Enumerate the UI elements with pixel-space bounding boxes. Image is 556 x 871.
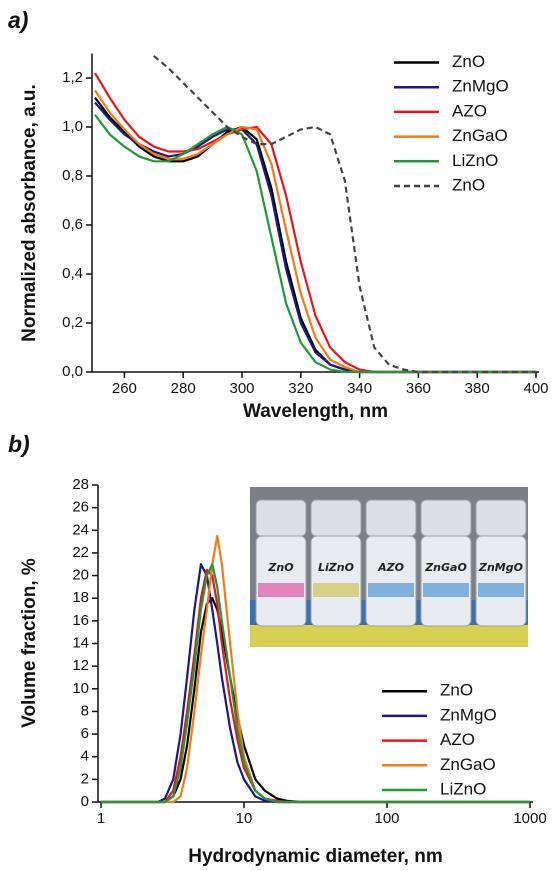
y-axis-title: Volume fraction, %: [19, 558, 40, 728]
inset-label: ZnMgO: [478, 561, 523, 574]
series-line: [153, 55, 536, 374]
y-tick-label: 0,6: [62, 216, 83, 233]
x-tick-label: 400: [523, 380, 548, 397]
panel-label: a): [8, 7, 28, 33]
x-tick-label: 260: [112, 380, 137, 397]
y-tick-label: 0,4: [62, 265, 83, 282]
x-tick-label: 300: [229, 380, 254, 397]
x-tick-label: 1: [97, 810, 105, 827]
series-line: [101, 563, 530, 804]
legend-label: ZnGaO: [440, 755, 496, 774]
y-tick-label: 1,0: [62, 118, 83, 135]
x-tick-label: 280: [171, 380, 196, 397]
legend-label: ZnO: [452, 52, 485, 71]
y-tick-label: 0,8: [62, 167, 83, 184]
x-axis-title: Hydrodynamic diameter, nm: [188, 846, 442, 867]
legend-label: LiZnO: [452, 151, 498, 170]
x-tick-label: 1000: [513, 810, 546, 827]
y-tick-label: 28: [72, 476, 89, 493]
y-tick-label: 26: [72, 499, 89, 516]
x-tick-label: 380: [465, 380, 490, 397]
panel-label: b): [8, 431, 30, 457]
y-tick-label: 24: [72, 521, 89, 538]
y-tick-label: 10: [72, 680, 89, 697]
legend-label: ZnO: [452, 175, 485, 194]
y-tick-label: 22: [72, 544, 89, 561]
legend-label: LiZnO: [440, 779, 486, 798]
y-tick-label: 0: [81, 793, 89, 810]
legend-label: ZnMgO: [452, 77, 509, 96]
inset-label: AZO: [377, 561, 404, 574]
y-tick-label: 1,2: [62, 69, 83, 86]
y-tick-label: 0,0: [62, 363, 83, 380]
x-tick-label: 360: [406, 380, 431, 397]
legend-label: ZnO: [440, 681, 473, 700]
y-tick-label: 18: [72, 589, 89, 606]
y-tick-label: 4: [81, 748, 89, 765]
x-tick-label: 10: [236, 810, 253, 827]
y-tick-label: 0,2: [62, 314, 83, 331]
y-tick-label: 8: [81, 702, 89, 719]
inset-label: ZnO: [267, 561, 293, 574]
x-axis-title: Wavelength, nm: [243, 401, 388, 422]
y-tick-label: 2: [81, 770, 89, 787]
y-tick-label: 12: [72, 657, 89, 674]
x-tick-label: 320: [288, 380, 313, 397]
inset-label: LiZnO: [318, 561, 354, 574]
legend-label: AZO: [440, 730, 475, 749]
y-tick-label: 14: [72, 634, 89, 651]
legend-label: ZnGaO: [452, 126, 508, 145]
x-tick-label: 100: [374, 810, 399, 827]
y-tick-label: 20: [72, 567, 89, 584]
y-tick-label: 16: [72, 612, 89, 629]
inset-photo: [250, 487, 528, 647]
y-axis-title: Normalized absorbance, a.u.: [19, 84, 40, 342]
y-tick-label: 6: [81, 725, 89, 742]
inset-label: ZnGaO: [424, 561, 467, 574]
legend-label: ZnMgO: [440, 705, 497, 724]
legend-label: AZO: [452, 101, 487, 120]
x-tick-label: 340: [347, 380, 372, 397]
